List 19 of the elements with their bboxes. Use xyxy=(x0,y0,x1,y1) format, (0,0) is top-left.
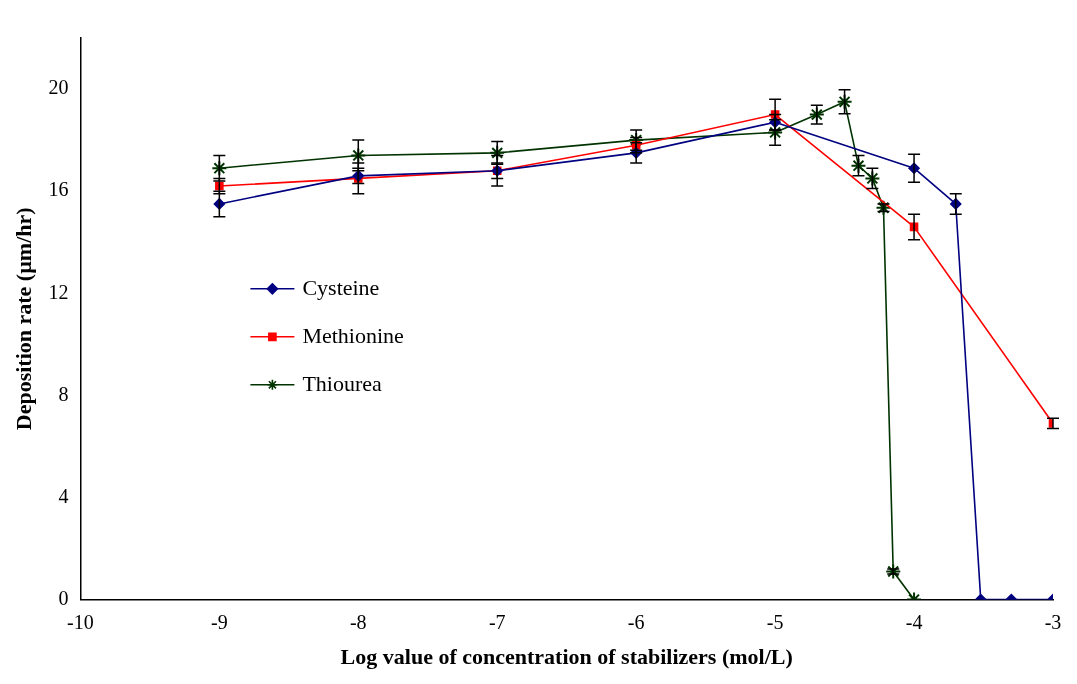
x-tick-label: -10 xyxy=(67,610,94,633)
x-tick-label: -8 xyxy=(349,610,367,633)
y-axis-title: Deposition rate (µm/hr) xyxy=(10,207,36,431)
x-tick-label: -3 xyxy=(1044,610,1062,633)
legend-label: Methionine xyxy=(302,322,404,348)
y-tick-label: 12 xyxy=(48,280,69,303)
legend-label: Thiourea xyxy=(302,370,383,396)
y-tick-label: 16 xyxy=(48,178,69,201)
x-tick-label: -9 xyxy=(211,610,228,633)
y-tick-label: 0 xyxy=(58,586,69,609)
y-tick-label: 20 xyxy=(48,76,69,99)
y-tick-label: 8 xyxy=(58,382,69,405)
x-tick-label: -4 xyxy=(905,610,923,633)
x-tick-label: -6 xyxy=(627,610,645,633)
y-tick-label: 4 xyxy=(58,484,69,507)
x-tick-label: -5 xyxy=(766,610,784,633)
x-tick-label: -7 xyxy=(488,610,506,633)
x-axis-title: Log value of concentration of stabilizers (mol/L) xyxy=(340,644,793,670)
legend-label: Cysteine xyxy=(302,274,380,300)
